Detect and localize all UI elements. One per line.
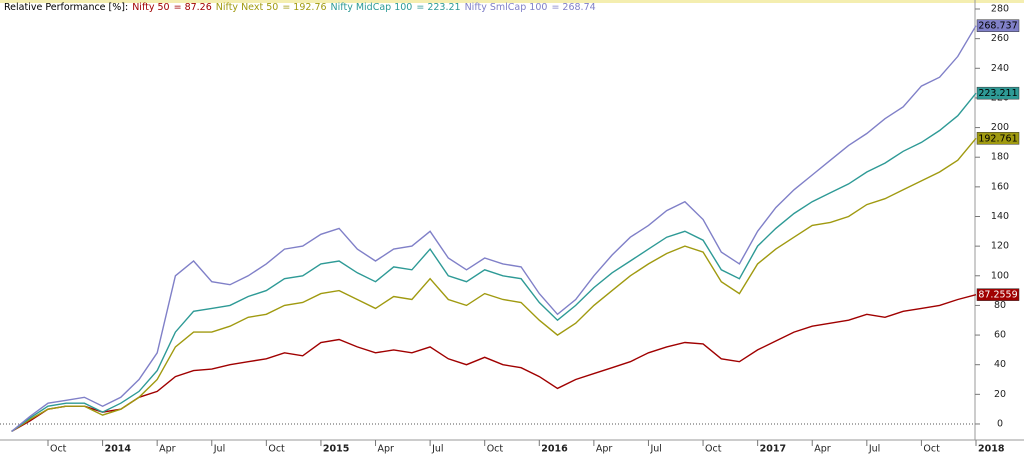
legend-name: Nifty MidCap 100 <box>330 2 413 13</box>
end-tag <box>976 132 1020 145</box>
x-tick-label: 2018 <box>978 444 1005 455</box>
y-tick-label: 260 <box>991 33 1009 44</box>
x-tick-label: 2014 <box>105 444 132 455</box>
end-tag-label: 87.2559 <box>978 290 1017 301</box>
chart-title: Relative Performance [%]: <box>4 2 129 13</box>
legend: Relative Performance [%]: Nifty 50 = 87.26… <box>4 2 600 13</box>
y-tick-label: 280 <box>991 4 1009 15</box>
y-tick-label: 200 <box>991 122 1009 133</box>
x-tick-label: 2017 <box>760 444 786 455</box>
x-tick-label: Apr <box>159 444 176 455</box>
y-tick-label: 20 <box>994 389 1006 400</box>
x-tick-label: Jul <box>868 444 880 455</box>
x-tick-label: 2015 <box>323 444 349 455</box>
y-tick-label: 0 <box>997 418 1003 429</box>
x-tick-label: Oct <box>268 444 285 455</box>
x-tick-label: Apr <box>378 444 395 455</box>
end-tag-label: 268.737 <box>978 21 1017 32</box>
legend-name: Nifty 50 <box>132 2 170 13</box>
y-tick-label: 140 <box>991 211 1009 222</box>
end-tag <box>976 86 1020 100</box>
legend-name: Nifty SmlCap 100 <box>464 2 548 13</box>
y-tick-label: 240 <box>991 63 1009 74</box>
x-tick-label: 2016 <box>541 444 568 455</box>
series-line <box>11 137 977 432</box>
legend-value: = 223.21 <box>416 2 461 13</box>
x-tick-label: Jul <box>213 444 225 455</box>
series-line <box>11 294 977 433</box>
x-tick-label: Apr <box>596 444 613 455</box>
legend-value: = 192.76 <box>282 2 327 13</box>
series-line <box>11 25 977 432</box>
end-tag <box>976 19 1020 32</box>
x-tick-label: Oct <box>487 444 504 455</box>
y-tick-label: 180 <box>991 152 1009 163</box>
x-tick-label: Oct <box>923 444 940 455</box>
x-tick-label: Oct <box>705 444 722 455</box>
end-tag-label: 223.211 <box>978 88 1017 99</box>
legend-name: Nifty Next 50 <box>215 2 279 13</box>
y-tick-label: 100 <box>991 270 1009 281</box>
y-tick-label: 80 <box>994 300 1006 311</box>
x-tick-label: Jul <box>649 444 661 455</box>
x-tick-label: Apr <box>814 444 831 455</box>
y-tick-label: 120 <box>991 241 1009 252</box>
top-strip <box>0 0 1024 3</box>
y-tick-label: 160 <box>991 181 1009 192</box>
legend-value: = 87.26 <box>173 2 212 13</box>
series-line <box>11 92 977 432</box>
y-tick-label: 40 <box>994 359 1006 370</box>
x-tick-label: Oct <box>50 444 67 455</box>
y-tick-label: 60 <box>994 330 1006 341</box>
end-tag <box>976 288 1020 301</box>
legend-value: = 268.74 <box>551 2 596 13</box>
x-tick-label: Jul <box>431 444 443 455</box>
end-tag-label: 192.761 <box>978 133 1017 144</box>
